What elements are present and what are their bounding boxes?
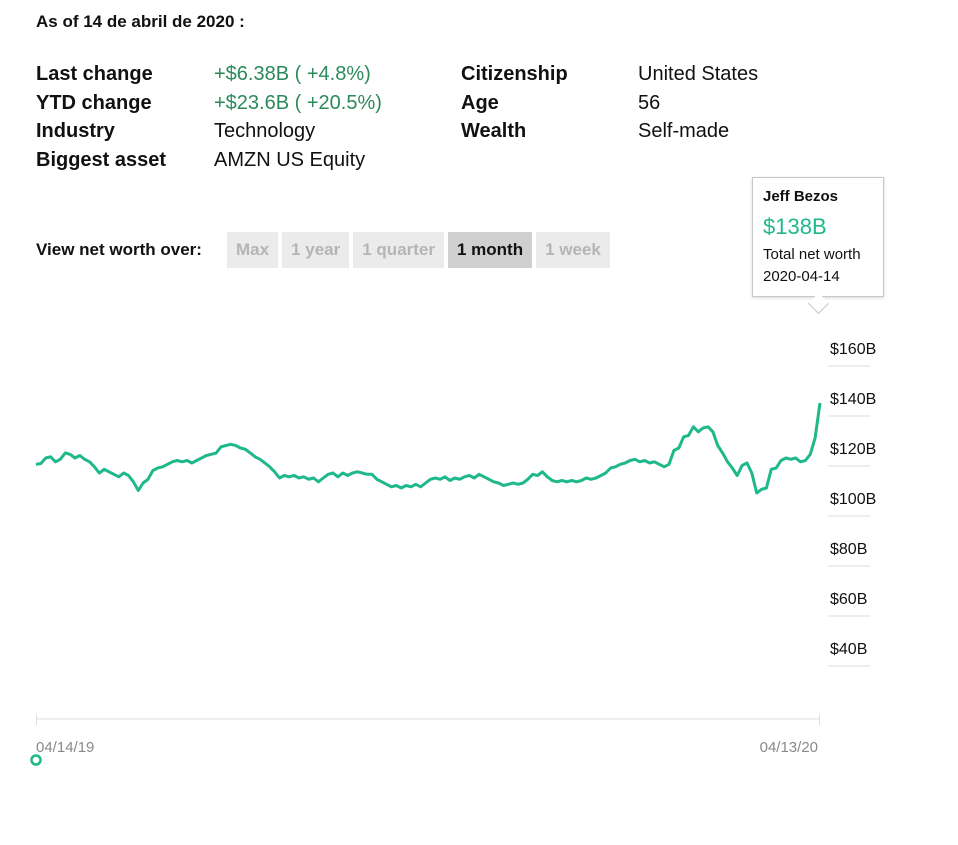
stat-label: YTD change <box>36 91 152 114</box>
tooltip-date: 2020-04-14 <box>763 268 840 285</box>
net-worth-tooltip: Jeff Bezos $138B Total net worth 2020-04… <box>752 177 884 297</box>
stats-values-right: United States 56 Self-made <box>638 60 758 146</box>
stats-values-left: +$6.38B ( +4.8%) +$23.6B ( +20.5%) Technol… <box>214 60 382 174</box>
y-tick-label: $120B <box>830 441 876 458</box>
y-tick-label: $140B <box>830 391 876 408</box>
x-tick-label: 04/13/20 <box>760 739 818 756</box>
stat-label: Citizenship <box>461 63 568 85</box>
scrubber-handle[interactable] <box>30 754 42 766</box>
y-tick-label: $100B <box>830 491 876 508</box>
stat-label: Last change <box>36 63 153 85</box>
stat-value: Self-made <box>638 120 730 142</box>
y-tick-label: $40B <box>830 641 867 658</box>
range-selector-label: View net worth over: <box>36 240 202 259</box>
range-button-1-week[interactable]: 1 week <box>536 232 610 268</box>
stats-labels-right: Citizenship Age Wealth <box>461 60 568 146</box>
tooltip-name: Jeff Bezos <box>763 188 839 205</box>
x-tick-label: 04/14/19 <box>36 739 94 756</box>
as-of-date: As of 14 de abril de 2020 : <box>36 12 245 31</box>
stat-label: Wealth <box>461 120 527 142</box>
y-tick-label: $80B <box>830 541 867 558</box>
stat-value: Technology <box>214 120 316 142</box>
tooltip-description: Total net worth <box>763 246 861 263</box>
stat-value: 56 <box>638 91 661 114</box>
stat-value: AMZN US Equity <box>214 148 366 171</box>
net-worth-line <box>35 402 822 495</box>
stat-value: United States <box>638 63 759 85</box>
range-button-1-month[interactable]: 1 month <box>448 232 533 268</box>
tooltip-value: $138B <box>763 214 827 239</box>
stat-label: Biggest asset <box>36 148 167 171</box>
stats-labels-left: Last change YTD change Industry Biggest ass… <box>36 60 166 174</box>
range-button-1-quarter[interactable]: 1 quarter <box>353 232 444 268</box>
range-button-1-year[interactable]: 1 year <box>282 232 350 268</box>
stat-value: +$6.38B ( +4.8%) <box>214 63 371 85</box>
stat-value: +$23.6B ( +20.5%) <box>214 91 382 114</box>
stat-label: Industry <box>36 120 115 142</box>
range-selector: Max 1 year 1 quarter 1 month 1 week <box>227 232 614 268</box>
stat-label: Age <box>461 91 499 114</box>
range-button-max[interactable]: Max <box>227 232 279 268</box>
y-tick-label: $160B <box>830 341 876 358</box>
y-tick-label: $60B <box>830 591 867 608</box>
